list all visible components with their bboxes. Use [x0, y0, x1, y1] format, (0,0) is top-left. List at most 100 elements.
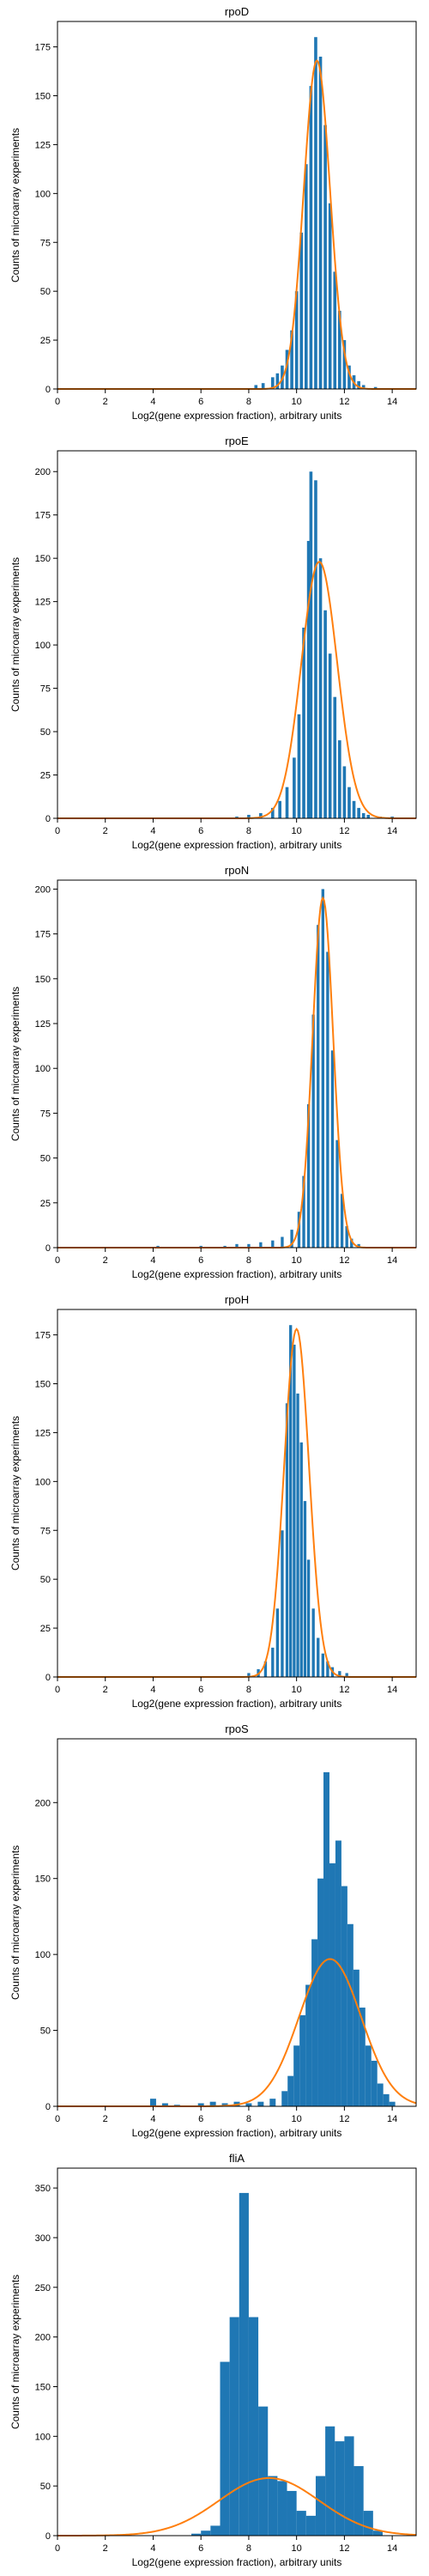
y-tick-label: 200: [35, 467, 51, 477]
histogram-bar: [287, 2075, 294, 2106]
y-tick-label: 150: [35, 1380, 51, 1390]
histogram-bar: [270, 377, 275, 389]
histogram-bar: [270, 807, 275, 818]
histogram-bar: [340, 1194, 344, 1248]
y-tick-label: 75: [40, 1526, 51, 1536]
y-tick-label: 50: [40, 1575, 51, 1585]
histogram-bar: [373, 386, 378, 389]
x-tick-label: 2: [103, 826, 108, 836]
x-tick-label: 2: [103, 2114, 108, 2124]
plot-frame: [57, 1738, 417, 2107]
x-tick-label: 8: [246, 397, 251, 407]
histogram-bar: [290, 330, 293, 389]
x-tick-label: 0: [55, 1685, 60, 1695]
x-tick-label: 10: [292, 2114, 302, 2124]
histogram-chart-rpoN: rpoN 0 2 4 6 8 10 12 14 0 25 50 75 100 125 150 175 200 Log…: [9, 864, 417, 1280]
y-tick-label: 50: [40, 727, 51, 738]
x-tick-label: 2: [103, 1255, 108, 1266]
y-tick-label: 25: [40, 1624, 51, 1634]
x-tick-label: 4: [150, 1255, 155, 1266]
histogram-bar: [318, 56, 323, 389]
y-tick-label: 0: [45, 1243, 51, 1254]
x-tick-label: 10: [292, 397, 302, 407]
histogram-bar: [330, 1050, 335, 1248]
histogram-bar: [269, 2099, 276, 2106]
x-tick-label: 4: [150, 397, 155, 407]
histogram-bar: [305, 164, 308, 390]
histogram-bar: [306, 1103, 311, 1248]
histogram-bar: [314, 37, 317, 389]
x-tick-label: 4: [150, 826, 155, 836]
histogram-bar: [254, 385, 258, 389]
x-tick-label: 12: [339, 1685, 349, 1695]
gaussian-fit-line: [57, 1327, 416, 1678]
x-tick-label: 0: [55, 2543, 60, 2554]
histogram-bar: [156, 1245, 160, 1248]
histogram-bar: [338, 310, 341, 389]
histogram-bar: [209, 2101, 216, 2106]
histogram-bars: [254, 37, 378, 390]
y-tick-label: 125: [35, 140, 51, 150]
histogram-bar: [259, 1242, 263, 1248]
histogram-bar: [201, 2530, 211, 2536]
histogram-bar: [275, 373, 280, 389]
histogram-bar: [353, 2466, 364, 2536]
histogram-bar: [245, 2103, 252, 2106]
histogram-bar: [290, 1230, 293, 1248]
y-tick-label: 350: [35, 2184, 51, 2194]
histogram-bar: [149, 2099, 156, 2106]
histogram-bar: [333, 271, 337, 389]
histogram-bar: [372, 2530, 383, 2536]
histogram-bar: [335, 1139, 339, 1248]
histogram-bar: [302, 1176, 305, 1248]
histogram-chart-fliA: fliA 0 2 4 6 8 10 12 14 0 50 100 150 200 250 300 350 Log2…: [9, 2152, 417, 2568]
x-tick-label: 8: [246, 2114, 251, 2124]
histogram-bar: [281, 2091, 288, 2106]
histogram-bar: [293, 757, 296, 818]
y-tick-label: 25: [40, 771, 51, 781]
x-tick-label: 14: [387, 1685, 397, 1695]
histogram-bar: [352, 800, 356, 818]
y-tick-label: 300: [35, 2233, 51, 2244]
y-tick-label: 175: [35, 511, 51, 521]
x-tick-label: 0: [55, 2114, 60, 2124]
y-tick-label: 100: [35, 1950, 51, 1960]
x-axis-label: Log2(gene expression fraction), arbitrar…: [132, 1268, 342, 1280]
histogram-bar: [361, 812, 366, 818]
y-tick-label: 75: [40, 1109, 51, 1119]
gaussian-fit-line: [57, 2476, 417, 2537]
histogram-bar: [342, 340, 347, 389]
histogram-bar: [333, 696, 337, 818]
histogram-bar: [366, 814, 371, 818]
x-tick-label: 4: [150, 2543, 155, 2554]
y-tick-label: 175: [35, 43, 51, 53]
histogram-bar: [315, 2476, 326, 2536]
histogram-bar: [314, 480, 317, 818]
y-tick-label: 175: [35, 930, 51, 940]
plot-frame: [57, 450, 417, 819]
histogram-bar: [293, 1344, 296, 1677]
histogram-bar: [311, 1939, 318, 2106]
plot-frame: [57, 21, 417, 390]
y-tick-label: 75: [40, 238, 51, 248]
y-tick-label: 200: [35, 1798, 51, 1808]
histogram-bar: [329, 1863, 335, 2106]
histogram-bar: [294, 291, 299, 389]
x-tick-label: 10: [292, 1255, 302, 1266]
histogram-bar: [371, 2060, 378, 2106]
histogram-bar: [335, 1840, 341, 2106]
y-tick-label: 0: [45, 1673, 51, 1683]
histogram-bar: [335, 2441, 345, 2536]
histogram-bar: [278, 800, 281, 818]
histogram-bar: [326, 1661, 329, 1677]
histogram-bar: [239, 2192, 249, 2536]
histogram-chart-rpoE: rpoE 0 2 4 6 8 10 12 14 0 25 50 75 100 125 150 175 200 Log…: [9, 434, 417, 851]
histogram-bar: [317, 925, 320, 1248]
y-axis-label: Counts of microarray experiments: [9, 557, 21, 712]
plot-frame: [57, 2167, 417, 2537]
histogram-bar: [299, 1442, 303, 1677]
histogram-bar: [285, 787, 289, 818]
y-tick-label: 150: [35, 1874, 51, 1885]
y-axis-label: Counts of microarray experiments: [9, 987, 21, 1141]
histogram-bar: [199, 1245, 202, 1248]
